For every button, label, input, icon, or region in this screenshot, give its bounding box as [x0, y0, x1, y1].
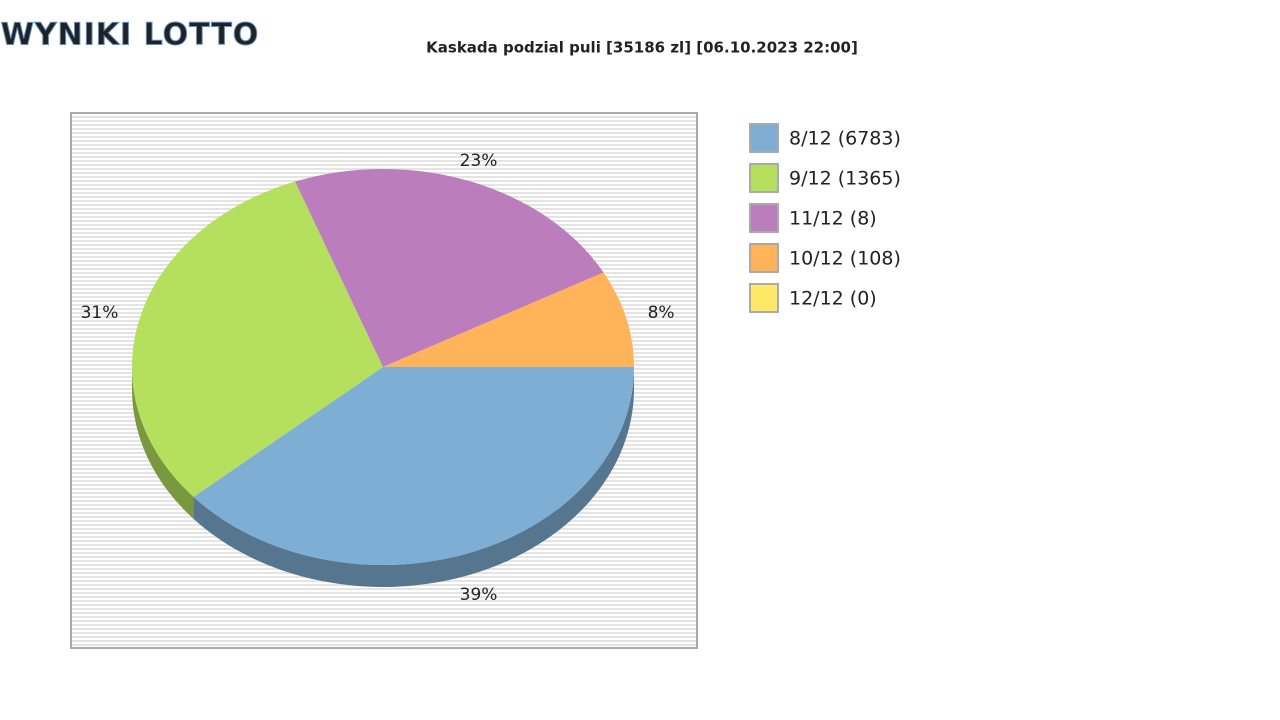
chart-title: Kaskada podzial puli [35186 zl] [06.10.2… [426, 39, 858, 57]
slice-side [132, 367, 194, 519]
legend-label: 9/12 (1365) [789, 168, 901, 190]
slice [383, 272, 634, 367]
logo[interactable]: WYNIKI LOTTO [0, 17, 260, 53]
legend-label: 8/12 (6783) [789, 128, 901, 150]
legend-label: 12/12 (0) [789, 288, 877, 310]
legend-label: 10/12 (108) [789, 248, 901, 270]
data-label: 23% [460, 151, 498, 171]
slice [131, 181, 383, 497]
legend-label: 11/12 (8) [789, 208, 877, 230]
slice [295, 168, 604, 367]
legend-swatch [749, 283, 779, 313]
legend-swatch [749, 203, 779, 233]
data-label: 31% [81, 303, 119, 323]
slice-side [193, 367, 635, 587]
legend-swatch [749, 163, 779, 193]
data-label: 8% [648, 303, 675, 323]
slice [193, 367, 635, 566]
legend-swatch [749, 123, 779, 153]
legend-swatch [749, 243, 779, 273]
data-label: 39% [460, 585, 498, 605]
